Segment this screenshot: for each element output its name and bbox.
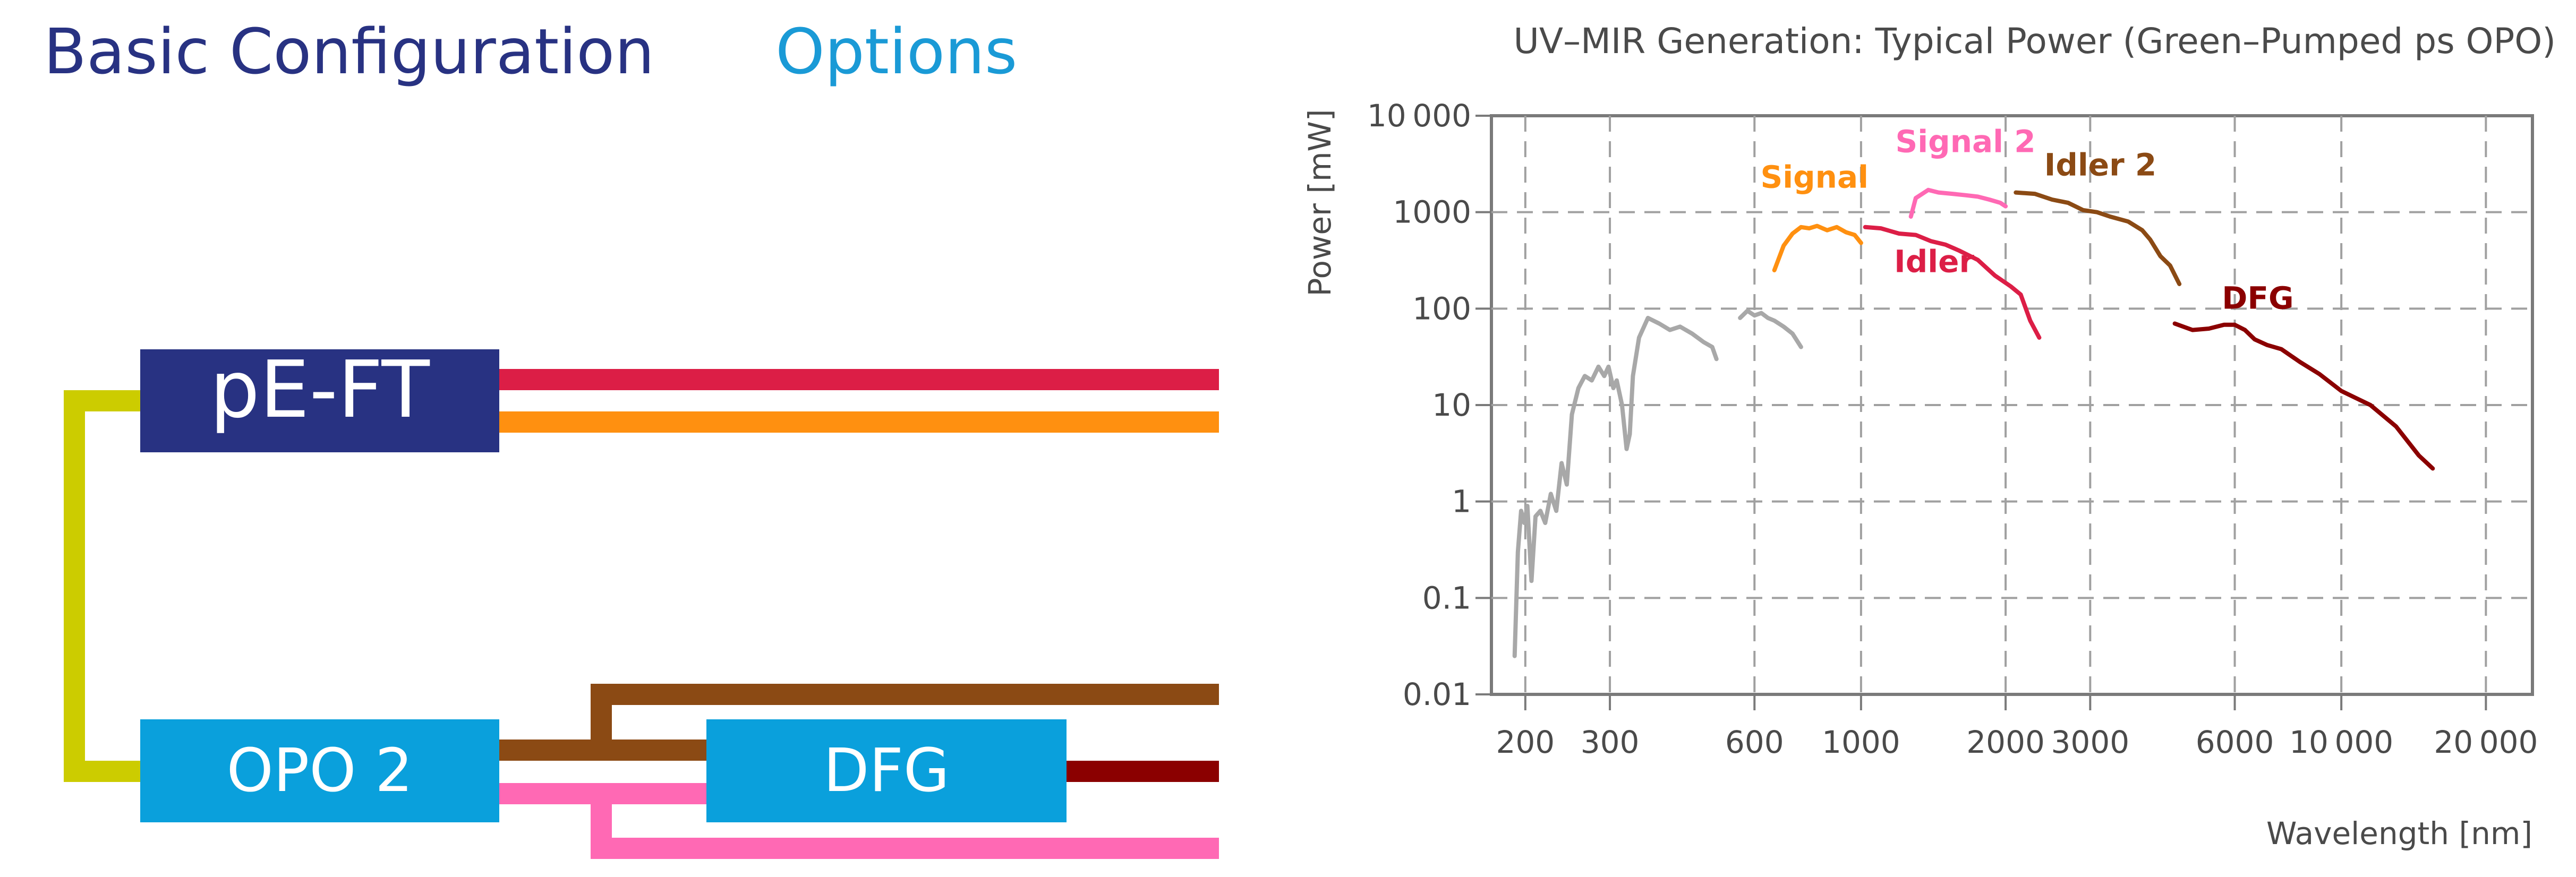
x-tick-label: 10 000: [2289, 724, 2393, 760]
series-line-idler-2: [2014, 190, 2182, 286]
opo2-box: [140, 719, 499, 822]
series-line-uv-visible: [1512, 315, 1719, 658]
x-tick-label: 2000: [1966, 724, 2045, 760]
x-tick-label: 3000: [2051, 724, 2130, 760]
series-lines: [1512, 187, 2435, 658]
beam-idler2-bypass-brown: [591, 684, 1219, 750]
heading-basic-configuration: Basic Configuration: [44, 15, 654, 88]
dfg-label: DFG: [823, 736, 949, 805]
x-tick-label: 6000: [2196, 724, 2274, 760]
series-label-signal-2: Signal 2: [1896, 123, 2036, 159]
series-label-signal: Signal: [1761, 159, 1869, 195]
series-label-idler-2: Idler 2: [2044, 147, 2156, 183]
x-axis-label: Wavelength [nm]: [2266, 815, 2532, 852]
y-tick-label: 0.1: [1422, 580, 1471, 616]
y-tick-label: 100: [1412, 290, 1471, 326]
x-tick-label: 600: [1725, 724, 1784, 760]
power-chart: UV–MIR Generation: Typical Power (Green–…: [1302, 21, 2556, 852]
x-tick-label: 300: [1581, 724, 1640, 760]
heading-options: Options: [775, 15, 1017, 88]
y-tick-label: 0.01: [1403, 676, 1471, 712]
series-line-idler: [1863, 225, 2042, 340]
y-tick-label: 1000: [1393, 194, 1471, 230]
y-tick-label: 1: [1452, 484, 1471, 520]
y-axis-label: Power [mW]: [1302, 109, 1338, 297]
series-label-dfg: DFG: [2222, 280, 2293, 316]
y-tick-labels: 0.01 0.1 1 10 100 1000 10 000: [1367, 98, 1471, 712]
x-tick-labels: 200 300 600 1000 2000 3000 6000 10 000 20 000: [1496, 724, 2538, 760]
configuration-diagram: Basic Configuration Options pE-FT OPO 2 …: [44, 15, 1219, 859]
series-label-idler: Idler: [1894, 243, 1974, 279]
x-tick-label: 20 000: [2434, 724, 2538, 760]
grid-lines: [1475, 115, 2532, 710]
chart-title: UV–MIR Generation: Typical Power (Green–…: [1514, 21, 2556, 62]
opo2-label: OPO 2: [227, 736, 413, 805]
y-tick-label: 10: [1432, 387, 1471, 423]
x-tick-label: 1000: [1822, 724, 1900, 760]
beam-signal2-bypass-pink: [591, 794, 1219, 859]
pe-ft-label: pE-FT: [210, 344, 430, 435]
y-tick-label: 10 000: [1367, 98, 1471, 134]
x-tick-label: 200: [1496, 724, 1555, 760]
pe-ft-box: [140, 349, 499, 452]
pump-beam-green: [64, 390, 140, 782]
series-line-signal: [1772, 223, 1863, 272]
series-line-signal-2: [1908, 187, 2008, 219]
series-line-dfg: [2172, 321, 2435, 471]
series-line-uv-visible: [1738, 308, 1803, 349]
dfg-box: [706, 719, 1067, 822]
